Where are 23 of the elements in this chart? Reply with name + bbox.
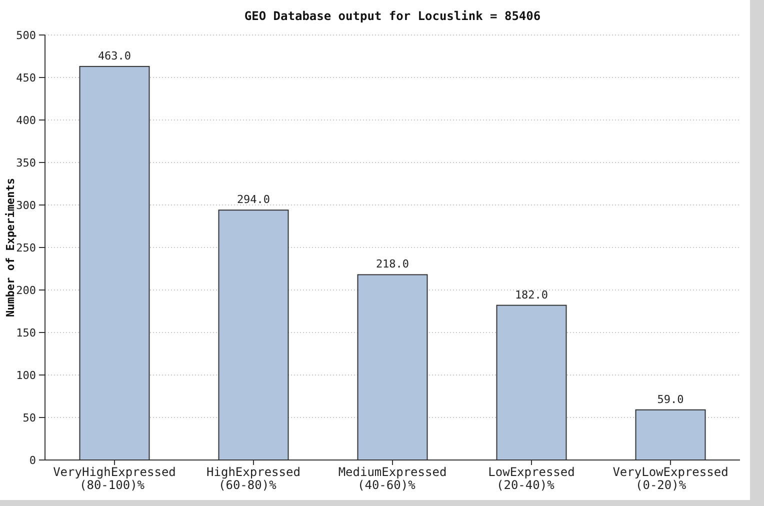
x-tick-label: MediumExpressed (40-60)% (338, 465, 447, 492)
x-tick-label: LowExpressed (20-40)% (488, 465, 575, 492)
y-tick-label: 500 (16, 29, 36, 42)
y-tick-label: 350 (16, 156, 36, 170)
y-tick-label: 50 (22, 412, 36, 424)
data-label: 182.0 (514, 288, 548, 302)
x-tick-label: HighExpressed (60-80)% (206, 465, 300, 492)
data-label: 463.0 (98, 49, 132, 62)
y-tick-label: 300 (16, 199, 36, 212)
y-tick-label: 450 (16, 72, 36, 84)
y-tick-label: 250 (16, 242, 36, 254)
x-tick-label: VeryHighExpressed (80-100)% (53, 465, 176, 492)
data-label: 294.0 (236, 193, 270, 206)
y-axis-title: Number of Experiments (4, 178, 17, 318)
y-tick-label: 400 (16, 114, 36, 127)
y-tick-label: 150 (16, 326, 36, 340)
y-tick-label: 0 (29, 454, 36, 467)
data-label: 218.0 (376, 258, 410, 271)
chart-title: GEO Database output for Locuslink = 85406 (244, 9, 541, 23)
y-tick-label: 200 (16, 284, 36, 297)
y-tick-label: 100 (16, 369, 36, 382)
x-tick-label: VeryLowExpressed (0-20)% (612, 465, 728, 492)
data-label: 59.0 (657, 392, 684, 406)
